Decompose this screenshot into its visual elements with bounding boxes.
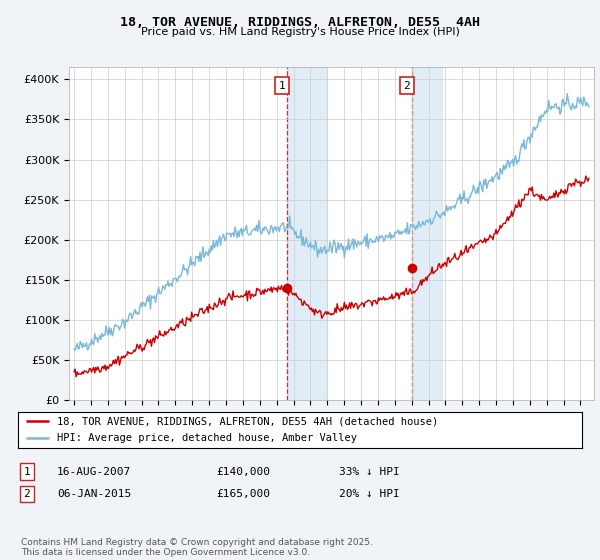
Text: 2: 2 <box>404 81 410 91</box>
Bar <box>412 67 442 400</box>
Text: Price paid vs. HM Land Registry's House Price Index (HPI): Price paid vs. HM Land Registry's House … <box>140 27 460 37</box>
Text: 1: 1 <box>23 466 31 477</box>
Bar <box>287 67 327 400</box>
Text: 20% ↓ HPI: 20% ↓ HPI <box>339 489 400 499</box>
Text: 33% ↓ HPI: 33% ↓ HPI <box>339 466 400 477</box>
Text: £165,000: £165,000 <box>216 489 270 499</box>
Text: 16-AUG-2007: 16-AUG-2007 <box>57 466 131 477</box>
Text: 06-JAN-2015: 06-JAN-2015 <box>57 489 131 499</box>
Text: 18, TOR AVENUE, RIDDINGS, ALFRETON, DE55  4AH: 18, TOR AVENUE, RIDDINGS, ALFRETON, DE55… <box>120 16 480 29</box>
Text: £140,000: £140,000 <box>216 466 270 477</box>
Text: HPI: Average price, detached house, Amber Valley: HPI: Average price, detached house, Ambe… <box>58 433 358 443</box>
Text: 18, TOR AVENUE, RIDDINGS, ALFRETON, DE55 4AH (detached house): 18, TOR AVENUE, RIDDINGS, ALFRETON, DE55… <box>58 417 439 426</box>
Text: 1: 1 <box>278 81 286 91</box>
Text: 2: 2 <box>23 489 31 499</box>
Text: Contains HM Land Registry data © Crown copyright and database right 2025.
This d: Contains HM Land Registry data © Crown c… <box>21 538 373 557</box>
